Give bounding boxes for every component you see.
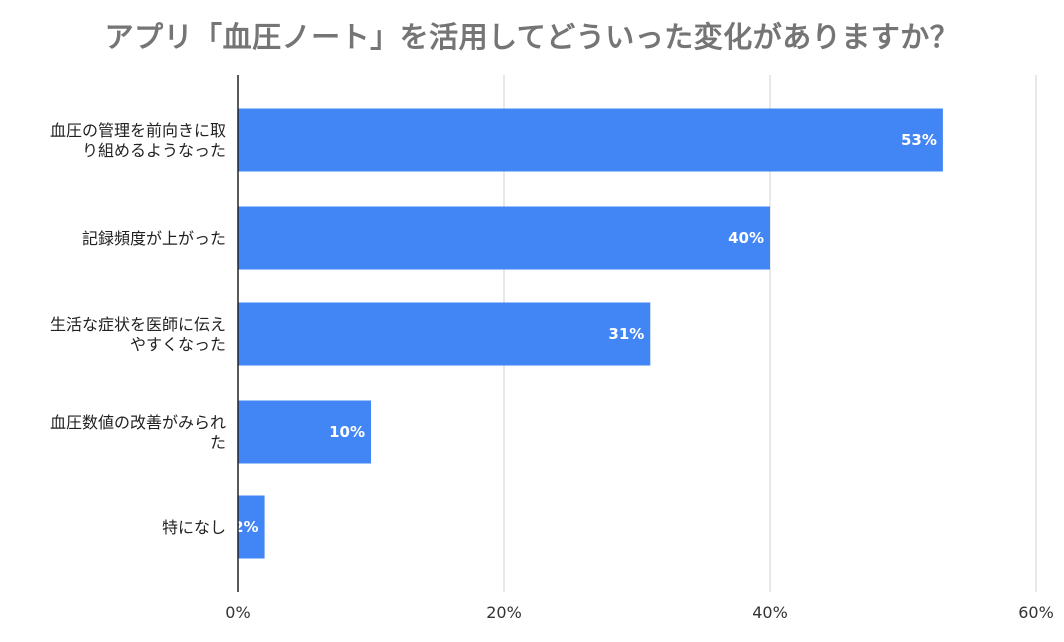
bar (238, 206, 770, 270)
x-tick-label: 0% (225, 603, 250, 622)
chart-title: アプリ「血圧ノート」を活用してどういった変化がありますか？ (104, 20, 960, 54)
x-tick-label: 20% (486, 603, 522, 622)
category-label: 血圧数値の改善がみられた (50, 413, 226, 452)
data-label: 2% (233, 518, 258, 536)
category-label: 血圧の管理を前向きに取り組めるようなった (50, 121, 226, 160)
x-tick-label: 60% (1018, 603, 1054, 622)
data-label: 31% (608, 325, 644, 343)
category-label: 生活な症状を医師に伝えやすくなった (50, 315, 226, 354)
data-label: 40% (728, 229, 764, 247)
data-label: 53% (901, 131, 937, 149)
data-label: 10% (329, 423, 365, 441)
x-tick-label: 40% (752, 603, 788, 622)
bar (238, 108, 943, 172)
category-label: 特になし (162, 518, 226, 537)
bar (238, 495, 265, 559)
bar-layer (238, 108, 943, 559)
label-layer: 53% 40% 31% 10% 2% (233, 131, 937, 536)
category-labels: 血圧の管理を前向きに取り組めるようなった記録頻度が上がった生活な症状を医師に伝え… (50, 121, 226, 537)
bar (238, 400, 371, 464)
bar (238, 302, 651, 366)
x-axis-ticks: 0% 20% 40% 60% (225, 603, 1053, 622)
category-label: 記録頻度が上がった (82, 229, 226, 248)
